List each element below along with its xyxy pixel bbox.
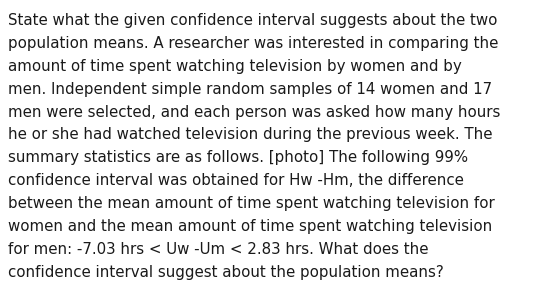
Text: confidence interval was obtained for Hw -Hm, the difference: confidence interval was obtained for Hw … [8,173,464,188]
Text: summary statistics are as follows. [photo] The following 99%: summary statistics are as follows. [phot… [8,150,469,165]
Text: men. Independent simple random samples of 14 women and 17: men. Independent simple random samples o… [8,82,493,97]
Text: women and the mean amount of time spent watching television: women and the mean amount of time spent … [8,219,493,234]
Text: for men: -7.03 hrs < Uw -Um < 2.83 hrs. What does the: for men: -7.03 hrs < Uw -Um < 2.83 hrs. … [8,242,429,257]
Text: confidence interval suggest about the population means?: confidence interval suggest about the po… [8,265,444,280]
Text: amount of time spent watching television by women and by: amount of time spent watching television… [8,59,462,74]
Text: he or she had watched television during the previous week. The: he or she had watched television during … [8,127,493,142]
Text: men were selected, and each person was asked how many hours: men were selected, and each person was a… [8,105,501,120]
Text: between the mean amount of time spent watching television for: between the mean amount of time spent wa… [8,196,495,211]
Text: population means. A researcher was interested in comparing the: population means. A researcher was inter… [8,36,499,51]
Text: State what the given confidence interval suggests about the two: State what the given confidence interval… [8,13,498,28]
